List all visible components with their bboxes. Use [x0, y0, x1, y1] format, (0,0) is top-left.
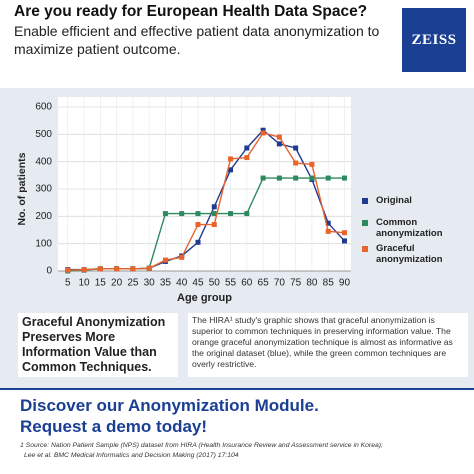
highlight-box: Graceful Anonymization Preserves More In…	[18, 313, 178, 377]
point	[211, 211, 217, 217]
y-tick-label: 200	[35, 211, 52, 222]
logo: ZEISS	[402, 8, 466, 72]
point	[325, 228, 331, 234]
point	[228, 167, 234, 173]
legend-label: Common anonymization	[376, 217, 443, 239]
chart: 0 100 200 300 400 500 600 5 10 15 20 25 30 35 40 45 50 55…	[16, 97, 351, 304]
y-tick-label: 0	[46, 266, 52, 277]
legend-label: Original	[376, 195, 412, 206]
x-tick-label: 40	[176, 278, 188, 289]
y-tick-label: 300	[35, 184, 52, 195]
x-tick-label: 10	[78, 278, 90, 289]
point	[244, 155, 250, 161]
y-tick-label: 400	[35, 156, 52, 167]
point	[325, 175, 331, 181]
cta-line: Request a demo today!	[20, 417, 208, 436]
x-tick-label: 80	[306, 278, 318, 289]
point	[130, 266, 136, 272]
point	[260, 127, 266, 133]
point	[211, 222, 217, 228]
y-axis-label: No. of patients	[16, 152, 28, 225]
point	[341, 175, 347, 181]
point	[293, 160, 299, 166]
point	[81, 267, 87, 273]
point	[97, 266, 103, 272]
plot-area	[58, 97, 351, 271]
title: Are you ready for European Health Data S…	[14, 3, 368, 20]
point	[276, 175, 282, 181]
point	[293, 145, 299, 151]
point	[325, 220, 331, 226]
legend-marker	[362, 220, 368, 226]
footnote: Lee et al. BMC Medical Informatics and D…	[24, 452, 239, 459]
point	[179, 254, 185, 260]
x-tick-label: 70	[274, 278, 286, 289]
legend-marker	[362, 198, 368, 204]
x-tick-label: 25	[127, 278, 139, 289]
divider	[0, 388, 474, 390]
series-line	[67, 132, 345, 271]
point	[195, 222, 201, 228]
point	[179, 211, 185, 217]
point	[146, 265, 152, 271]
x-tick-label: 75	[290, 278, 302, 289]
point	[114, 266, 120, 272]
legend-label: Graceful anonymization	[376, 243, 443, 265]
subtitle: Enable efficient and effective patient d…	[14, 23, 380, 57]
legend-marker	[362, 246, 368, 252]
x-tick-label: 20	[111, 278, 123, 289]
point	[244, 211, 250, 217]
x-tick-label: 45	[192, 278, 204, 289]
x-tick-label: 15	[95, 278, 107, 289]
point	[293, 175, 299, 181]
point	[195, 239, 201, 245]
x-tick-label: 85	[323, 278, 335, 289]
y-tick-label: 500	[35, 129, 52, 140]
point	[228, 211, 234, 217]
point	[276, 141, 282, 147]
point	[260, 175, 266, 181]
x-axis-label: Age group	[177, 292, 232, 304]
x-tick-label: 55	[225, 278, 237, 289]
point	[309, 175, 315, 181]
y-tick-label: 100	[35, 238, 52, 249]
point	[244, 145, 250, 151]
x-tick-label: 65	[258, 278, 270, 289]
point	[195, 211, 201, 217]
x-tick-label: 30	[144, 278, 156, 289]
x-tick-label: 50	[209, 278, 221, 289]
footnote: 1 Source: Nation Patient Sample (NPS) da…	[20, 442, 383, 449]
point	[65, 267, 71, 273]
x-tick-label: 35	[160, 278, 172, 289]
description-box: The HIRA¹ study's graphic shows that gra…	[188, 313, 468, 377]
x-tick-label: 60	[241, 278, 253, 289]
point	[309, 161, 315, 167]
point	[162, 257, 168, 263]
point	[260, 130, 266, 136]
point	[228, 156, 234, 162]
point	[276, 134, 282, 140]
y-tick-label: 600	[35, 102, 52, 113]
cta-line: Discover our Anonymization Module.	[20, 396, 319, 415]
point	[211, 204, 217, 210]
point	[341, 230, 347, 236]
point	[162, 211, 168, 217]
point	[341, 238, 347, 244]
x-tick-label: 5	[65, 278, 71, 289]
x-tick-label: 90	[339, 278, 351, 289]
